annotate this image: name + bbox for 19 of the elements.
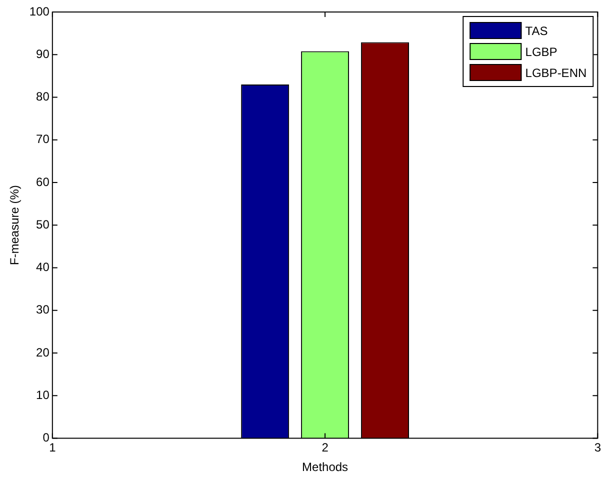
- y-tick-label: 20: [36, 345, 50, 360]
- y-tick-label: 40: [36, 260, 50, 274]
- legend-label: LGBP-ENN: [525, 66, 587, 80]
- x-tick-label: 3: [594, 440, 602, 455]
- y-axis-title: F-measure (%): [8, 185, 22, 266]
- y-tick-label: 90: [36, 46, 50, 61]
- y-tick-label: 0: [42, 430, 50, 445]
- legend-label: TAS: [525, 24, 548, 38]
- x-tick-label: 2: [322, 440, 329, 455]
- y-tick-label: 80: [36, 90, 50, 104]
- legend-label: LGBP: [525, 44, 558, 58]
- y-tick-label: 70: [36, 132, 50, 146]
- y-tick-label: 100: [29, 4, 50, 18]
- y-tick-label: 10: [36, 388, 50, 402]
- y-tick-label: 30: [36, 302, 50, 317]
- x-tick-label: 1: [49, 440, 56, 455]
- y-tick-label: 60: [36, 174, 50, 189]
- x-axis-title: Methods: [302, 460, 348, 474]
- y-tick-label: 50: [36, 217, 50, 232]
